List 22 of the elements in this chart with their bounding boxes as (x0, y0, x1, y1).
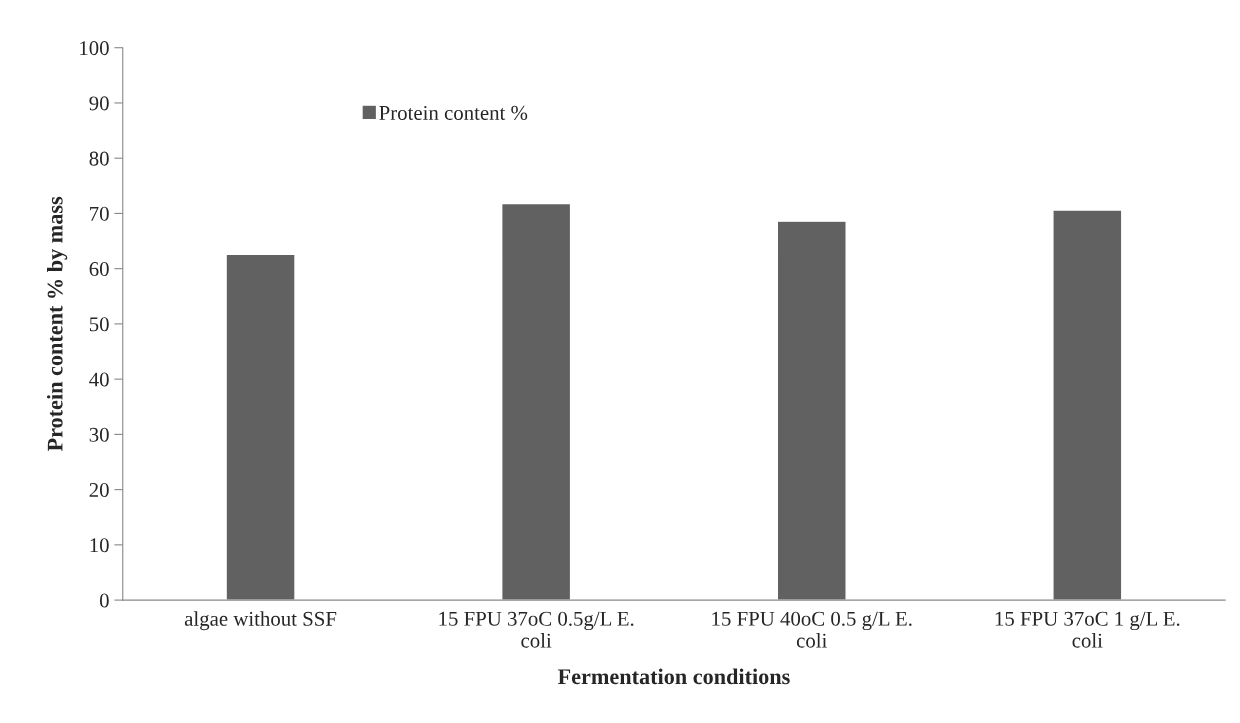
y-tick-label: 100 (80, 41, 109, 56)
bar (501, 202, 572, 601)
y-axis-title: Protein content % by mass (46, 196, 68, 452)
y-tick-label: 60 (89, 262, 109, 277)
x-tick-label: 15 FPU 40oC 0.5 g/L E. coli (712, 611, 912, 648)
x-tick-label: 15 FPU 37oC 0.5g/L E. coli (439, 611, 634, 648)
y-tick-label: 80 (89, 151, 109, 166)
y-tick-label: 40 (89, 372, 109, 387)
y-tick-label: 30 (89, 427, 109, 442)
y-tick-label: 90 (89, 96, 109, 111)
y-tick-label: 10 (90, 538, 109, 553)
y-tick-label: 70 (90, 206, 109, 221)
bar (776, 220, 847, 601)
x-tick-label: algae without SSF (184, 611, 337, 631)
x-axis-title: Fermentation conditions (557, 668, 790, 685)
bar (1052, 209, 1123, 601)
legend-label: Protein content % (379, 105, 528, 120)
x-tick-label: 15 FPU 37oC 1 g/L E. coli (995, 611, 1180, 648)
y-tick-label: 50 (89, 317, 109, 332)
bar (225, 253, 296, 601)
y-tick-label: 20 (89, 482, 109, 498)
y-tick-label: 0 (99, 593, 109, 608)
